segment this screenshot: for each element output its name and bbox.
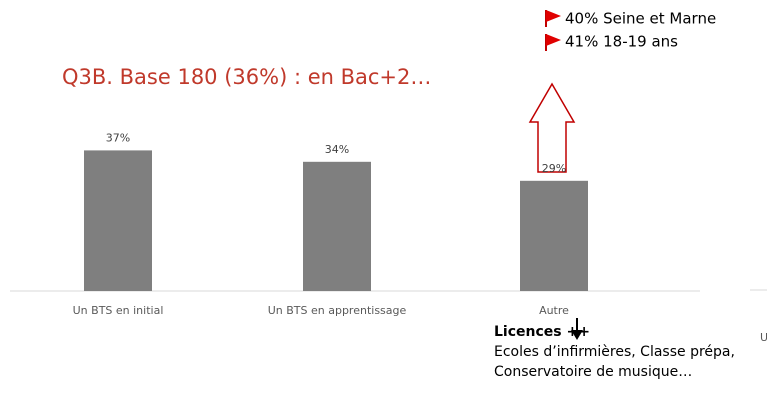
flag-text: 40% Seine et Marne — [565, 10, 716, 28]
value-label: 29% — [542, 162, 566, 175]
note-title: Licences ++ — [494, 324, 590, 340]
flag-text: 41% 18-19 ans — [565, 33, 678, 51]
note-text: Ecoles d’infirmières, Classe prépa, Cons… — [494, 344, 735, 380]
value-label: 37% — [106, 131, 130, 144]
x-tick-label: Un BTS en apprentissage — [268, 304, 407, 317]
x-tick-label: Un BTS en initial — [73, 304, 164, 317]
up-arrow — [528, 82, 576, 173]
x-tick-label: Autre — [539, 304, 569, 317]
down-arrow — [571, 318, 583, 340]
flag-1 — [545, 10, 561, 27]
bar — [520, 180, 588, 291]
flag-2 — [545, 34, 561, 51]
chart-title: Q3B. Base 180 (36%) : en Bac+2… — [62, 65, 431, 89]
bar — [84, 150, 152, 291]
bar — [303, 161, 371, 291]
value-label: 34% — [325, 143, 349, 156]
cut-label: U — [760, 331, 767, 344]
